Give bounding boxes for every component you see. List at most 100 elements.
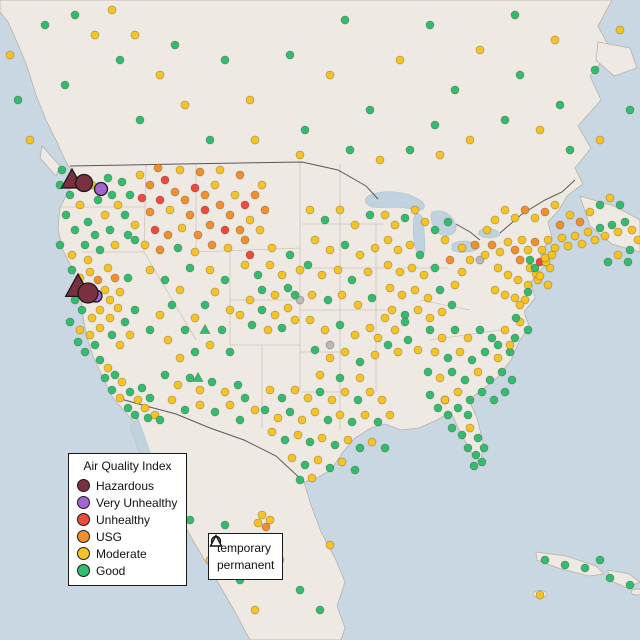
station-marker[interactable] [55, 240, 65, 250]
station-marker[interactable] [95, 305, 105, 315]
station-marker[interactable] [225, 210, 235, 220]
station-marker[interactable] [135, 170, 145, 180]
station-marker[interactable] [500, 115, 510, 125]
station-marker[interactable] [253, 518, 263, 528]
station-marker[interactable] [103, 173, 113, 183]
station-marker[interactable] [255, 225, 265, 235]
station-marker[interactable] [380, 313, 390, 323]
station-marker[interactable] [257, 305, 267, 315]
station-marker[interactable] [347, 275, 357, 285]
station-marker[interactable] [207, 240, 217, 250]
station-marker[interactable] [280, 435, 290, 445]
station-marker[interactable] [235, 170, 245, 180]
station-marker[interactable] [557, 233, 567, 243]
station-marker[interactable] [145, 393, 155, 403]
station-marker[interactable] [530, 237, 540, 247]
station-marker[interactable] [460, 375, 470, 385]
station-marker[interactable] [475, 45, 485, 55]
station-marker[interactable] [25, 135, 35, 145]
station-marker[interactable] [463, 410, 473, 420]
station-marker[interactable] [325, 340, 335, 350]
station-marker[interactable] [200, 205, 210, 215]
station-marker[interactable] [225, 347, 235, 357]
station-marker[interactable] [393, 347, 403, 357]
station-marker[interactable] [340, 347, 350, 357]
station-marker[interactable] [105, 313, 115, 323]
station-marker[interactable] [73, 337, 83, 347]
station-marker[interactable] [260, 205, 270, 215]
station-marker[interactable] [453, 403, 463, 413]
station-marker[interactable] [87, 313, 97, 323]
station-marker[interactable] [303, 260, 313, 270]
station-marker[interactable] [443, 353, 453, 363]
station-marker[interactable] [425, 313, 435, 323]
station-marker[interactable] [175, 285, 185, 295]
station-marker[interactable] [200, 300, 210, 310]
station-marker[interactable] [560, 560, 570, 570]
station-marker[interactable] [433, 403, 443, 413]
station-marker[interactable] [440, 395, 450, 405]
station-marker[interactable] [110, 273, 120, 283]
station-marker[interactable] [113, 303, 123, 313]
station-marker[interactable] [419, 270, 429, 280]
station-marker[interactable] [215, 165, 225, 175]
station-marker[interactable] [625, 105, 635, 115]
station-marker[interactable] [180, 325, 190, 335]
station-marker[interactable] [550, 200, 560, 210]
station-marker[interactable] [355, 443, 365, 453]
station-marker[interactable] [285, 407, 295, 417]
large-marker-temporary[interactable] [77, 282, 99, 304]
station-marker[interactable] [547, 250, 557, 260]
station-marker[interactable] [455, 347, 465, 357]
station-marker[interactable] [240, 260, 250, 270]
station-marker[interactable] [340, 15, 350, 25]
station-marker[interactable] [443, 217, 453, 227]
station-marker[interactable] [515, 255, 525, 265]
station-marker[interactable] [217, 325, 227, 335]
station-marker[interactable] [107, 5, 117, 15]
station-marker[interactable] [200, 190, 210, 200]
station-marker[interactable] [447, 367, 457, 377]
station-marker[interactable] [530, 213, 540, 223]
station-marker[interactable] [365, 387, 375, 397]
station-marker[interactable] [145, 180, 155, 190]
station-marker[interactable] [505, 340, 515, 350]
station-marker[interactable] [300, 125, 310, 135]
station-marker[interactable] [430, 263, 440, 273]
station-marker[interactable] [480, 347, 490, 357]
station-marker[interactable] [607, 220, 617, 230]
station-marker[interactable] [235, 310, 245, 320]
station-marker[interactable] [523, 245, 533, 255]
station-marker[interactable] [515, 300, 525, 310]
station-marker[interactable] [345, 145, 355, 155]
station-marker[interactable] [479, 443, 489, 453]
station-marker[interactable] [100, 210, 110, 220]
station-marker[interactable] [175, 165, 185, 175]
station-marker[interactable] [167, 300, 177, 310]
station-marker[interactable] [107, 190, 117, 200]
station-marker[interactable] [482, 225, 492, 235]
station-marker[interactable] [220, 55, 230, 65]
station-marker[interactable] [195, 385, 205, 395]
station-marker[interactable] [250, 405, 260, 415]
station-marker[interactable] [83, 217, 93, 227]
station-marker[interactable] [440, 235, 450, 245]
station-marker[interactable] [130, 30, 140, 40]
station-marker[interactable] [500, 387, 510, 397]
station-marker[interactable] [117, 177, 127, 187]
station-marker[interactable] [185, 210, 195, 220]
station-marker[interactable] [123, 230, 133, 240]
station-marker[interactable] [535, 590, 545, 600]
station-marker[interactable] [490, 285, 500, 295]
station-marker[interactable] [323, 295, 333, 305]
station-marker[interactable] [155, 70, 165, 80]
station-marker[interactable] [365, 210, 375, 220]
station-marker[interactable] [395, 55, 405, 65]
station-marker[interactable] [245, 95, 255, 105]
station-marker[interactable] [393, 245, 403, 255]
station-marker[interactable] [230, 190, 240, 200]
station-marker[interactable] [350, 330, 360, 340]
station-marker[interactable] [205, 135, 215, 145]
station-marker[interactable] [133, 395, 143, 405]
